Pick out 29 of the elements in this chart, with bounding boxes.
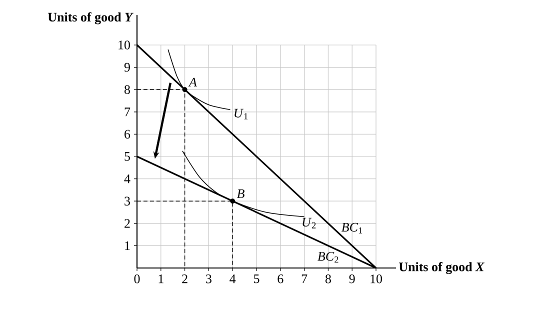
y-tick-label: 3: [124, 196, 130, 206]
x-axis-title: Units of good X: [398, 262, 485, 274]
x-tick-label: 10: [370, 274, 382, 284]
annotation: U$_{2}$: [302, 218, 316, 228]
x-tick-label: 7: [302, 274, 308, 284]
y-tick-label: 4: [124, 174, 130, 184]
annotation: BC$_{1}$: [341, 222, 362, 234]
x-tick-label: 3: [206, 274, 212, 284]
annotation: A: [188, 78, 197, 86]
x-tick-label: 0: [134, 274, 140, 284]
y-tick-label: 9: [124, 62, 130, 72]
y-tick-label: 7: [124, 108, 130, 116]
x-tick-label: 5: [254, 274, 260, 284]
y-tick-label: 8: [124, 85, 130, 94]
y-axis-title: Units of good Y: [48, 12, 134, 24]
x-tick-label: 9: [349, 274, 355, 284]
annotation: B: [236, 189, 244, 198]
x-tick-label: 8: [325, 274, 331, 284]
y-tick-label: 5: [124, 152, 130, 161]
x-tick-label: 6: [278, 274, 284, 284]
y-tick-label: 1: [125, 241, 130, 250]
y-tick-label: 2: [124, 219, 130, 228]
y-tick-label: 6: [124, 130, 130, 139]
x-tick-label: 1: [158, 274, 164, 284]
x-tick-label: 2: [182, 274, 188, 284]
x-tick-label: 4: [230, 274, 236, 284]
annotation: U$_{1}$: [234, 108, 248, 120]
y-tick-label: 10: [118, 40, 130, 50]
annotation: BC$_{2}$: [318, 252, 338, 262]
